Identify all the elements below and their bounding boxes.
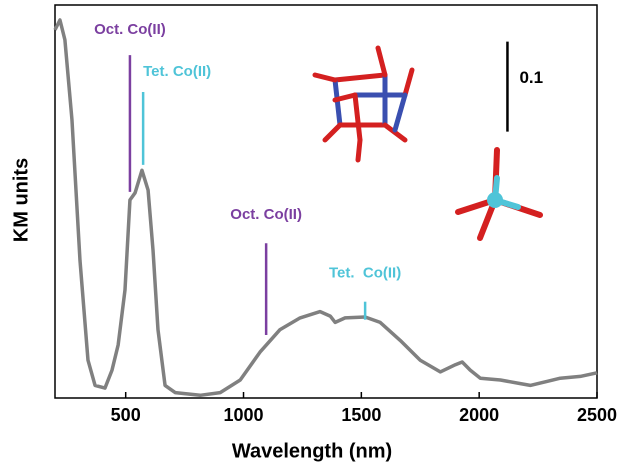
x-tick-label: 500 [111,405,141,425]
x-axis-label: Wavelength (nm) [232,440,392,462]
x-tick-label: 1500 [341,405,381,425]
marker-label: Oct. Co(II) [94,21,166,38]
x-tick-label: 2000 [459,405,499,425]
tetrahedral-structure [458,150,540,238]
cubane-structure [315,48,412,160]
marker-label: Tet. Co(II) [329,265,401,282]
scale-bar-label: 0.1 [519,68,543,87]
y-axis-label: KM units [10,158,32,242]
marker-label: Oct. Co(II) [230,206,302,223]
x-tick-label: 1000 [223,405,263,425]
page: Wavelength (nm) KM units 500 1000 1500 2000… [0,0,624,462]
x-tick-label: 2500 [577,405,617,425]
marker-label: Tet. Co(II) [143,63,211,80]
plot-frame [55,5,597,398]
chart: Wavelength (nm) KM units 500 1000 1500 2000… [0,0,624,462]
